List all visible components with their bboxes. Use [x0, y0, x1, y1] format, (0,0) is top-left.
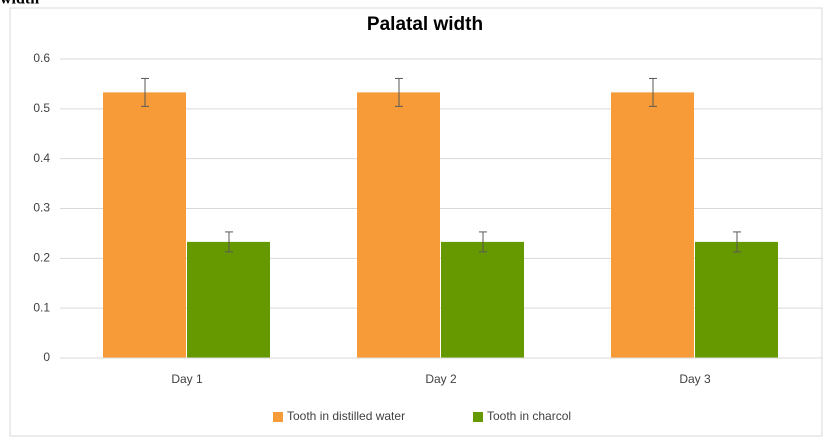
legend-label: Tooth in charcol	[487, 409, 571, 423]
x-tick-label: Day 2	[425, 372, 457, 386]
x-tick-label: Day 1	[171, 372, 203, 386]
y-tick-label: 0.3	[33, 201, 50, 215]
bar	[187, 241, 270, 358]
error-bar	[141, 77, 149, 107]
bar	[103, 92, 186, 358]
legend-swatch	[273, 412, 283, 422]
bar	[695, 241, 778, 358]
x-tick-label: Day 3	[679, 372, 711, 386]
error-bar	[479, 231, 487, 253]
y-tick-label: 0.1	[33, 300, 50, 314]
bar	[357, 92, 440, 358]
y-tick-label: 0	[43, 350, 50, 364]
legend-swatch	[473, 412, 483, 422]
y-tick-label: 0.2	[33, 251, 50, 265]
bar	[441, 241, 524, 358]
header-fragment: width	[0, 0, 39, 8]
bar	[611, 92, 694, 358]
error-bar	[225, 231, 233, 253]
chart-title: Palatal width	[367, 14, 483, 35]
y-tick-label: 0.4	[33, 151, 50, 165]
legend-label: Tooth in distilled water	[287, 409, 405, 423]
error-bar	[733, 231, 741, 253]
y-tick-label: 0.6	[33, 51, 50, 65]
error-bar	[395, 77, 403, 107]
y-tick-label: 0.5	[33, 101, 50, 115]
error-bar	[649, 77, 657, 107]
